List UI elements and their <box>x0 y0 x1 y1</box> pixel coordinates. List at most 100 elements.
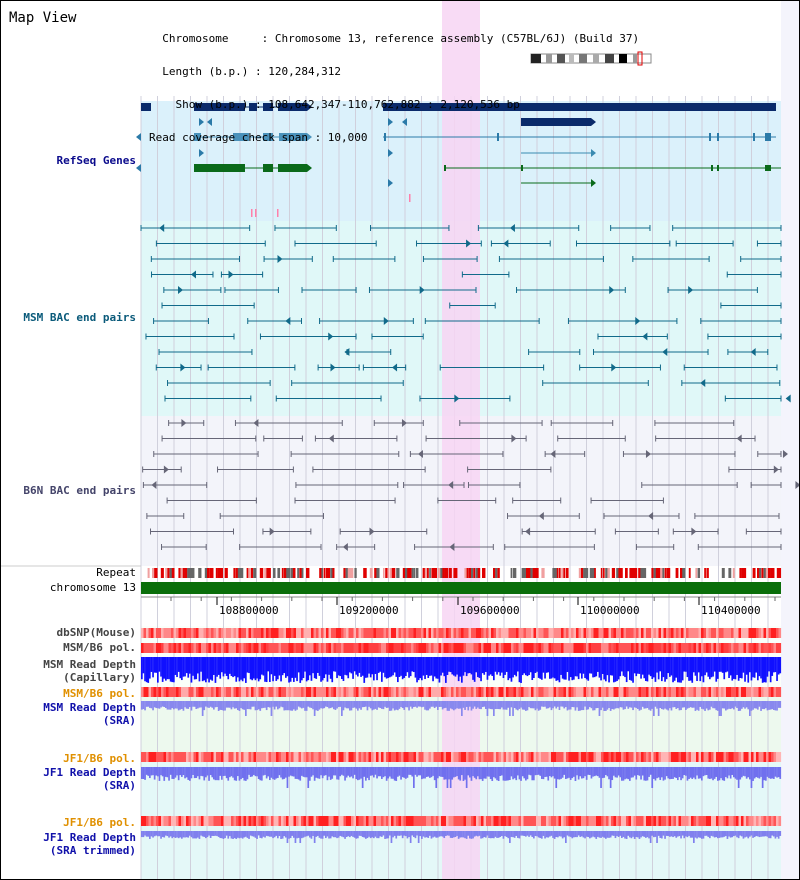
depth-bar <box>201 657 204 682</box>
pol-bin <box>546 643 549 653</box>
depth-bar <box>480 657 482 682</box>
pol-bin <box>246 687 249 697</box>
repeat-mark <box>779 568 782 578</box>
pol-bin <box>241 628 244 638</box>
depth-bar <box>584 767 586 777</box>
depth-bar <box>713 831 716 838</box>
depth-bar <box>216 701 218 707</box>
strand-arrow-icon <box>782 450 788 458</box>
depth-bar <box>416 831 418 836</box>
pol-bin <box>436 628 439 638</box>
pol-bin <box>701 643 704 653</box>
depth-bar <box>409 767 412 775</box>
pol-bin <box>696 752 699 762</box>
pol-bin <box>608 643 612 653</box>
depth-bar <box>363 767 366 777</box>
depth-bar <box>147 657 150 683</box>
depth-bar <box>289 657 292 682</box>
depth-bar <box>566 701 569 711</box>
strand-arrow-icon <box>388 149 393 157</box>
pol-bin <box>598 687 602 697</box>
pol-bin <box>221 816 224 826</box>
depth-bar <box>664 831 666 839</box>
pol-bin <box>253 628 257 638</box>
pol-bin <box>488 752 492 762</box>
depth-bar <box>446 767 449 788</box>
depth-bar <box>574 831 577 838</box>
depth-bar <box>558 767 561 780</box>
pol-bin <box>258 628 262 638</box>
pol-bin <box>668 752 672 762</box>
pol-bin <box>313 628 317 638</box>
depth-bar <box>296 701 298 710</box>
depth-bar <box>560 701 562 707</box>
pol-bin <box>413 628 417 638</box>
depth-bar <box>717 701 719 711</box>
pol-bin <box>356 628 359 638</box>
depth-bar <box>582 767 585 779</box>
pol-bin <box>663 816 667 826</box>
pol-bin <box>401 752 404 762</box>
depth-bar <box>737 767 740 788</box>
pol-bin <box>416 643 419 653</box>
pol-bin <box>188 628 192 638</box>
depth-bar <box>285 831 287 838</box>
depth-bar <box>608 831 610 838</box>
pol-bin <box>436 816 439 826</box>
repeat-mark <box>532 568 536 578</box>
pol-bin <box>156 643 159 653</box>
pol-bin <box>581 643 584 653</box>
pol-bin <box>683 628 687 638</box>
pol-bin <box>301 687 304 697</box>
pol-bin <box>173 643 177 653</box>
depth-bar <box>152 657 154 678</box>
depth-bar <box>496 767 498 781</box>
pol-bin <box>641 687 644 697</box>
depth-bar <box>320 701 322 709</box>
depth-bar <box>184 657 186 677</box>
depth-bar <box>328 657 330 675</box>
repeat-mark <box>191 568 195 578</box>
depth-bar <box>427 831 430 838</box>
pol-bin <box>271 687 274 697</box>
depth-bar <box>645 701 647 709</box>
depth-bar <box>499 701 502 710</box>
depth-bar <box>601 657 604 674</box>
depth-bar <box>451 657 454 675</box>
depth-bar <box>345 701 348 709</box>
depth-bar <box>385 767 388 781</box>
pol-bin <box>628 643 632 653</box>
pol-bin <box>606 816 609 826</box>
depth-bar <box>520 701 522 708</box>
pol-bin <box>181 643 184 653</box>
depth-bar <box>299 701 302 708</box>
pol-bin <box>511 752 514 762</box>
pol-bin <box>211 816 214 826</box>
depth-bar <box>243 701 246 710</box>
depth-bar <box>553 831 556 839</box>
depth-bar <box>769 701 772 710</box>
depth-bar <box>675 767 678 778</box>
chromosome-info: Chromosome : Chromosome 13, reference as… <box>149 11 639 165</box>
pol-bin <box>381 687 384 697</box>
depth-bar <box>187 767 190 780</box>
depth-bar <box>357 701 359 711</box>
pol-bin <box>371 687 374 697</box>
pol-bin <box>183 643 187 653</box>
pol-bin <box>351 643 354 653</box>
depth-bar <box>736 657 738 675</box>
depth-bar <box>406 657 409 673</box>
pol-bin <box>451 816 454 826</box>
depth-bar <box>605 657 607 682</box>
pol-bin <box>441 643 444 653</box>
depth-bar <box>469 831 471 839</box>
depth-bar <box>445 701 447 708</box>
pol-bin <box>608 687 612 697</box>
depth-bar <box>421 701 423 708</box>
pol-bin <box>776 752 779 762</box>
pol-bin <box>151 687 154 697</box>
pol-bin <box>773 687 777 697</box>
pol-bin <box>761 816 764 826</box>
label-msm-b6-pol-1: MSM/B6 pol. <box>63 641 136 654</box>
